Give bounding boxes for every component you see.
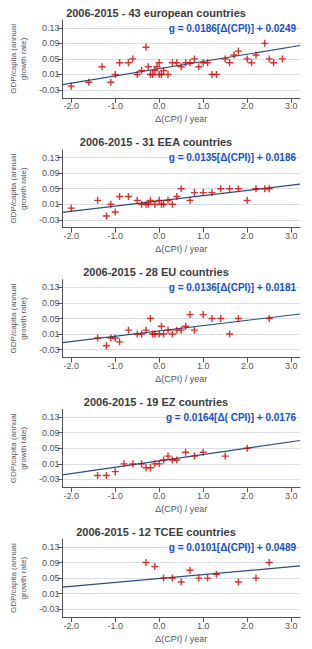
svg-text:0.09: 0.09 bbox=[42, 168, 60, 178]
svg-text:0.01: 0.01 bbox=[42, 329, 60, 339]
svg-text:-1.0: -1.0 bbox=[107, 491, 123, 501]
svg-text:2.0: 2.0 bbox=[241, 491, 254, 501]
svg-text:1.0: 1.0 bbox=[197, 621, 210, 631]
svg-text:0.05: 0.05 bbox=[42, 443, 60, 453]
svg-text:3.0: 3.0 bbox=[285, 361, 298, 371]
svg-text:0.13: 0.13 bbox=[42, 542, 60, 552]
svg-text:3.0: 3.0 bbox=[285, 621, 298, 631]
svg-text:0.05: 0.05 bbox=[42, 184, 60, 194]
svg-text:g = 0.0101[Δ(CPI)] + 0.0489: g = 0.0101[Δ(CPI)] + 0.0489 bbox=[169, 542, 297, 553]
svg-text:0.09: 0.09 bbox=[42, 558, 60, 568]
svg-text:0.05: 0.05 bbox=[42, 573, 60, 583]
svg-text:0.13: 0.13 bbox=[42, 23, 60, 33]
svg-text:g = 0.0136[Δ(CPI)] + 0.0181: g = 0.0136[Δ(CPI)] + 0.0181 bbox=[169, 282, 297, 293]
svg-text:2.0: 2.0 bbox=[241, 621, 254, 631]
svg-text:0.0: 0.0 bbox=[153, 361, 166, 371]
svg-text:-2.0: -2.0 bbox=[63, 621, 79, 631]
svg-text:1.0: 1.0 bbox=[197, 361, 210, 371]
svg-text:0.0: 0.0 bbox=[153, 231, 166, 241]
svg-text:0.09: 0.09 bbox=[42, 38, 60, 48]
svg-text:0.09: 0.09 bbox=[42, 298, 60, 308]
svg-text:Δ(CPI) / year: Δ(CPI) / year bbox=[155, 244, 207, 254]
svg-text:3.0: 3.0 bbox=[285, 491, 298, 501]
svg-text:-1.0: -1.0 bbox=[107, 361, 123, 371]
svg-text:0.01: 0.01 bbox=[42, 69, 60, 79]
svg-text:-2.0: -2.0 bbox=[63, 231, 79, 241]
svg-text:0.01: 0.01 bbox=[42, 199, 60, 209]
svg-text:GDP/capita (annual: GDP/capita (annual bbox=[9, 24, 18, 94]
svg-text:0.09: 0.09 bbox=[42, 428, 60, 438]
svg-text:Δ(CPI) / year: Δ(CPI) / year bbox=[155, 374, 207, 384]
svg-text:1.0: 1.0 bbox=[197, 491, 210, 501]
svg-text:0.05: 0.05 bbox=[42, 54, 60, 64]
svg-text:GDP/capita (annual: GDP/capita (annual bbox=[9, 413, 18, 483]
svg-text:0.13: 0.13 bbox=[42, 412, 60, 422]
svg-text:2006-2015 - 28 EU countries: 2006-2015 - 28 EU countries bbox=[83, 266, 229, 278]
svg-text:2006-2015 - 19 EZ countries: 2006-2015 - 19 EZ countries bbox=[84, 396, 228, 408]
svg-text:1.0: 1.0 bbox=[197, 231, 210, 241]
svg-text:-1.0: -1.0 bbox=[107, 101, 123, 111]
svg-text:-1.0: -1.0 bbox=[107, 231, 123, 241]
svg-text:2.0: 2.0 bbox=[241, 361, 254, 371]
svg-text:0.0: 0.0 bbox=[153, 101, 166, 111]
svg-text:2.0: 2.0 bbox=[241, 231, 254, 241]
svg-text:-0.03: -0.03 bbox=[39, 85, 60, 95]
svg-text:3.0: 3.0 bbox=[285, 101, 298, 111]
svg-text:0.13: 0.13 bbox=[42, 153, 60, 163]
svg-text:-0.03: -0.03 bbox=[39, 215, 60, 225]
svg-text:growth rate): growth rate) bbox=[19, 556, 28, 599]
svg-text:growth rate): growth rate) bbox=[19, 37, 28, 80]
svg-text:g = 0.0186[Δ(CPI)] + 0.0249: g = 0.0186[Δ(CPI)] + 0.0249 bbox=[169, 23, 297, 34]
svg-text:2006-2015 - 31 EEA countries: 2006-2015 - 31 EEA countries bbox=[80, 136, 232, 148]
svg-text:0.01: 0.01 bbox=[42, 459, 60, 469]
svg-text:-2.0: -2.0 bbox=[63, 361, 79, 371]
svg-text:2006-2015 - 43 european countr: 2006-2015 - 43 european countries bbox=[66, 7, 246, 19]
svg-text:3.0: 3.0 bbox=[285, 231, 298, 241]
svg-text:GDP/capita (annual: GDP/capita (annual bbox=[9, 283, 18, 353]
svg-text:0.13: 0.13 bbox=[42, 282, 60, 292]
svg-text:Δ(CPI) / year: Δ(CPI) / year bbox=[155, 114, 207, 124]
svg-text:-1.0: -1.0 bbox=[107, 621, 123, 631]
svg-text:growth rate): growth rate) bbox=[19, 427, 28, 470]
svg-text:Δ(CPI) / year: Δ(CPI) / year bbox=[155, 504, 207, 514]
svg-text:g = 0.0135[Δ(CPI)] + 0.0186: g = 0.0135[Δ(CPI)] + 0.0186 bbox=[169, 152, 297, 163]
svg-text:2006-2015 - 12 TCEE countries: 2006-2015 - 12 TCEE countries bbox=[76, 526, 236, 538]
svg-text:0.05: 0.05 bbox=[42, 314, 60, 324]
svg-text:growth rate): growth rate) bbox=[19, 167, 28, 210]
svg-text:0.01: 0.01 bbox=[42, 589, 60, 599]
svg-text:-0.03: -0.03 bbox=[39, 345, 60, 355]
svg-text:growth rate): growth rate) bbox=[19, 297, 28, 340]
svg-text:Δ(CPI) / year: Δ(CPI) / year bbox=[155, 634, 207, 644]
svg-text:GDP/capita (annual: GDP/capita (annual bbox=[9, 543, 18, 613]
svg-text:-0.03: -0.03 bbox=[39, 474, 60, 484]
svg-text:1.0: 1.0 bbox=[197, 101, 210, 111]
svg-text:0.0: 0.0 bbox=[153, 621, 166, 631]
svg-text:0.0: 0.0 bbox=[153, 491, 166, 501]
svg-text:g = 0.0164[Δ( CPI)] + 0.0176: g = 0.0164[Δ( CPI)] + 0.0176 bbox=[166, 412, 296, 423]
svg-text:GDP/capita (annual: GDP/capita (annual bbox=[9, 154, 18, 224]
svg-text:-0.03: -0.03 bbox=[39, 604, 60, 614]
svg-text:2.0: 2.0 bbox=[241, 101, 254, 111]
svg-text:-2.0: -2.0 bbox=[63, 101, 79, 111]
svg-text:-2.0: -2.0 bbox=[63, 491, 79, 501]
